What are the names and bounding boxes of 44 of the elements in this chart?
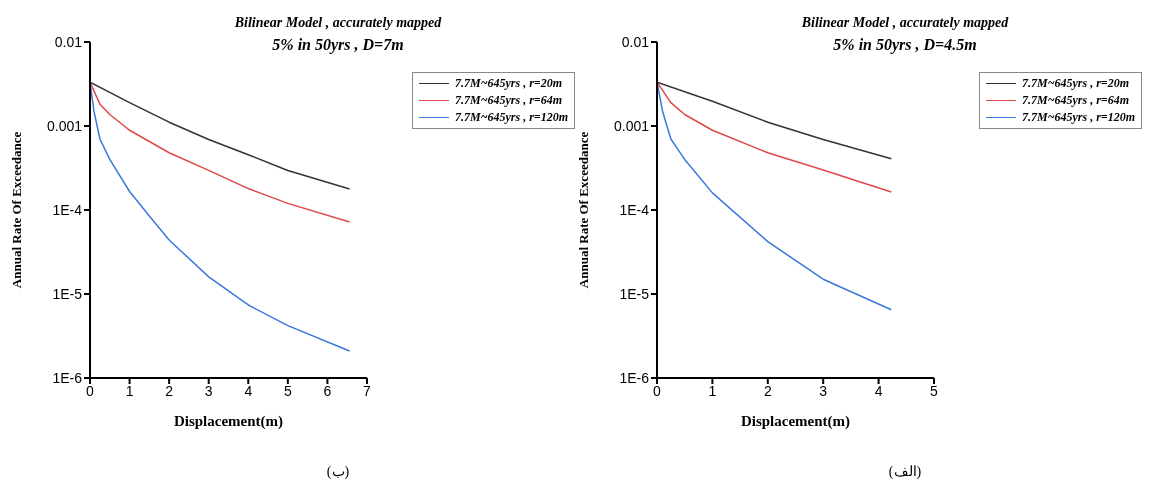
x-tick-label: 4 bbox=[874, 382, 883, 399]
chart-subtitle: 5% in 50yrs , D=7m bbox=[271, 35, 405, 56]
x-axis-title: Displacement(m) bbox=[173, 413, 284, 430]
y-tick-label: 0.001 bbox=[613, 117, 650, 134]
y-tick-label: 0.001 bbox=[46, 117, 83, 134]
x-tick-label: 7 bbox=[363, 382, 372, 399]
x-tick-label: 0 bbox=[86, 382, 95, 399]
line-series bbox=[657, 81, 893, 193]
chart-title: Bilinear Model , accurately mapped bbox=[233, 14, 443, 32]
x-tick-label: 3 bbox=[204, 382, 213, 399]
chart-title: Bilinear Model , accurately mapped bbox=[800, 14, 1010, 32]
chart-subtitle: 5% in 50yrs , D=4.5m bbox=[832, 35, 978, 56]
text: (ب) bbox=[325, 463, 351, 480]
legend-label: 7.7M~645yrs , r=120m bbox=[1021, 110, 1135, 125]
y-tick-label: 1E-5 bbox=[52, 285, 83, 302]
legend-label: 7.7M~645yrs , r=20m bbox=[1021, 76, 1129, 91]
x-tick-label: 5 bbox=[283, 382, 292, 399]
line-series bbox=[657, 81, 893, 160]
x-tick-label: 4 bbox=[244, 382, 253, 399]
x-tick-label: 2 bbox=[165, 382, 174, 399]
x-tick-label: 5 bbox=[930, 382, 939, 399]
x-axis-title: Displacement(m) bbox=[740, 413, 851, 430]
x-tick-label: 1 bbox=[708, 382, 717, 399]
line-series bbox=[90, 81, 351, 223]
text: (الف) bbox=[887, 463, 923, 480]
x-tick-label: 0 bbox=[653, 382, 662, 399]
legend-label: 7.7M~645yrs , r=20m bbox=[454, 76, 562, 91]
line-series bbox=[90, 81, 351, 190]
y-tick-label: 0.01 bbox=[54, 33, 83, 50]
y-tick-label: 0.01 bbox=[621, 33, 650, 50]
y-axis-title: Annual Rate Of Exceedance bbox=[575, 131, 591, 289]
x-tick-label: 2 bbox=[763, 382, 772, 399]
y-axis-title: Annual Rate Of Exceedance bbox=[8, 131, 24, 289]
legend-label: 7.7M~645yrs , r=64m bbox=[454, 93, 562, 108]
x-tick-label: 1 bbox=[125, 382, 134, 399]
y-tick-label: 1E-4 bbox=[619, 201, 650, 218]
legend-label: 7.7M~645yrs , r=120m bbox=[454, 110, 568, 125]
y-tick-label: 1E-6 bbox=[619, 369, 650, 386]
y-tick-label: 1E-5 bbox=[619, 285, 650, 302]
x-tick-label: 6 bbox=[323, 382, 332, 399]
x-tick-label: 3 bbox=[819, 382, 828, 399]
y-tick-label: 1E-6 bbox=[52, 369, 83, 386]
legend-label: 7.7M~645yrs , r=64m bbox=[1021, 93, 1129, 108]
y-tick-label: 1E-4 bbox=[52, 201, 83, 218]
